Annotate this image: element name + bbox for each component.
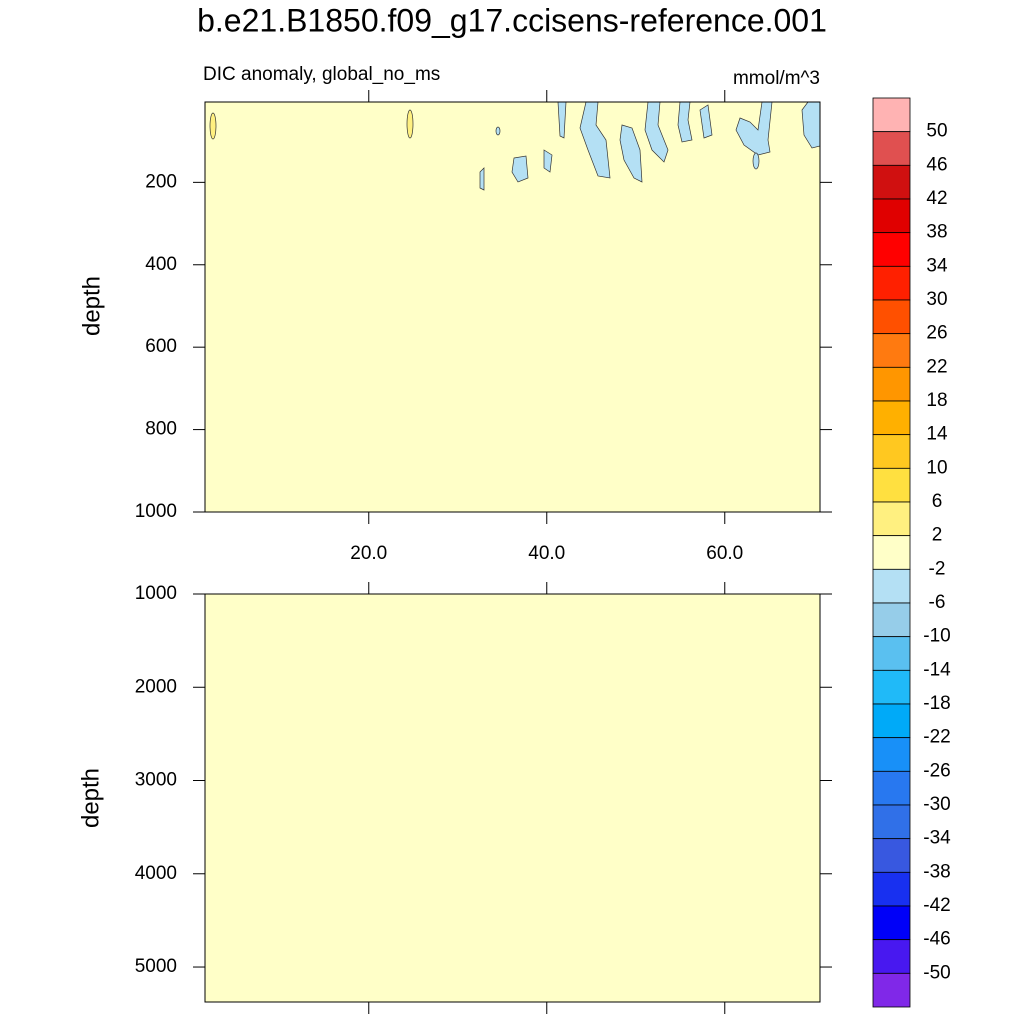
colorbar-label: 50 xyxy=(926,121,947,142)
subtitle: DIC anomaly, global_no_ms xyxy=(203,64,440,85)
colorbar-label: 2 xyxy=(932,525,943,546)
colorbar-box xyxy=(872,299,911,335)
contour-region xyxy=(735,101,773,156)
colorbar-label: 38 xyxy=(926,222,947,243)
units: mmol/m^3 xyxy=(733,68,820,89)
contour-region xyxy=(543,149,553,173)
colorbar-box xyxy=(872,97,911,133)
contour-region xyxy=(579,101,611,179)
colorbar-box xyxy=(872,669,911,705)
contour-region xyxy=(619,124,643,183)
colorbar-label: 18 xyxy=(926,390,947,411)
x-tick-label: 20.0 xyxy=(350,543,387,564)
colorbar-label: -26 xyxy=(923,760,950,781)
colorbar-box xyxy=(872,232,911,267)
colorbar-label: -46 xyxy=(923,929,950,950)
contour-region xyxy=(406,109,414,139)
colorbar-label: 6 xyxy=(932,491,943,512)
colorbar-box xyxy=(872,467,911,503)
colorbar-box xyxy=(872,434,911,469)
colorbar-box xyxy=(872,568,911,604)
colorbar-box xyxy=(872,198,911,234)
x-tick-label: 60.0 xyxy=(706,543,743,564)
colorbar-label: 46 xyxy=(926,154,947,175)
colorbar-label: 22 xyxy=(926,356,947,377)
y-axis-label: depth xyxy=(77,768,104,828)
colorbar-box xyxy=(872,535,911,570)
y-tick-label: 1000 xyxy=(135,501,177,522)
colorbar-box xyxy=(872,703,911,739)
y-tick-label: 400 xyxy=(145,254,177,275)
colorbar-box xyxy=(872,737,911,772)
colorbar-label: -2 xyxy=(929,558,946,579)
colorbar-label: -18 xyxy=(923,693,950,714)
colorbar-box xyxy=(872,770,911,806)
colorbar-label: -42 xyxy=(923,895,950,916)
colorbar-box xyxy=(872,164,911,200)
colorbar-label: 30 xyxy=(926,289,947,310)
contour-region xyxy=(479,167,485,191)
colorbar-label: -10 xyxy=(923,626,950,647)
colorbar-box xyxy=(872,871,911,907)
colorbar-label: -34 xyxy=(923,828,951,849)
plot-frame xyxy=(204,593,821,1003)
colorbar-box xyxy=(872,131,911,166)
colorbar-label: -50 xyxy=(923,962,950,983)
colorbar-box xyxy=(872,366,911,402)
colorbar-label: -22 xyxy=(923,727,950,748)
colorbar-label: -30 xyxy=(923,794,950,815)
contour-region xyxy=(752,152,760,170)
contour-region xyxy=(511,155,529,183)
colorbar-label: 26 xyxy=(926,323,947,344)
y-tick-label: 2000 xyxy=(135,676,177,697)
colorbar-box xyxy=(872,501,911,537)
colorbar-box xyxy=(872,838,911,873)
colorbar-label: 14 xyxy=(926,424,948,445)
y-tick-label: 1000 xyxy=(135,583,177,604)
plot-frame xyxy=(204,101,821,513)
colorbar-label: -38 xyxy=(923,861,950,882)
colorbar-box xyxy=(872,972,911,1008)
colorbar-label: -6 xyxy=(929,592,946,613)
y-axis-label: depth xyxy=(78,276,105,336)
colorbar-box xyxy=(872,400,911,436)
colorbar-box xyxy=(872,602,911,638)
colorbar-label: 42 xyxy=(926,188,947,209)
y-tick-label: 600 xyxy=(145,336,177,357)
contour-region xyxy=(495,126,501,136)
x-tick-label: 40.0 xyxy=(528,543,565,564)
colorbar-label: 34 xyxy=(926,255,948,276)
contour-region xyxy=(644,101,669,163)
panel-background xyxy=(205,594,820,1002)
colorbar-box xyxy=(872,265,911,301)
contour-region xyxy=(209,112,217,140)
y-tick-label: 800 xyxy=(145,419,177,440)
colorbar-box xyxy=(872,804,911,840)
colorbar-label: -14 xyxy=(923,659,951,680)
colorbar-box xyxy=(872,905,911,941)
y-tick-label: 3000 xyxy=(135,770,177,791)
y-tick-label: 4000 xyxy=(135,863,177,884)
chart-title: b.e21.B1850.f09_g17.ccisens-reference.00… xyxy=(197,2,827,38)
colorbar-box xyxy=(872,939,911,974)
contour-regions xyxy=(209,101,821,191)
colorbar-box xyxy=(872,636,911,671)
panel-background xyxy=(205,102,820,512)
y-tick-label: 200 xyxy=(145,171,177,192)
colorbar-label: 10 xyxy=(926,457,947,478)
colorbar-box xyxy=(872,333,911,368)
y-tick-label: 5000 xyxy=(135,956,177,977)
contour-region xyxy=(699,104,713,139)
